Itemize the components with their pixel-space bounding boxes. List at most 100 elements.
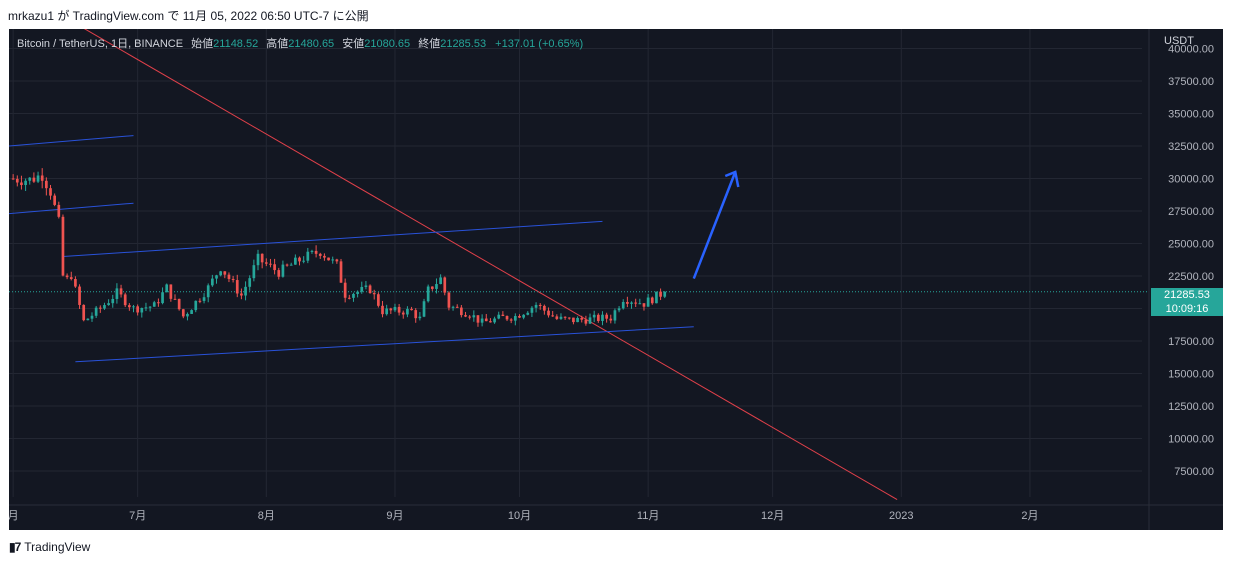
y-tick-label: 22500.00	[1168, 271, 1214, 283]
candle-body	[430, 286, 434, 289]
symbol-name[interactable]: Bitcoin / TetherUS, 1日, BINANCE	[17, 38, 184, 50]
candle-body	[57, 204, 61, 217]
candle-body	[128, 305, 131, 308]
candle-body	[356, 291, 359, 294]
candle-body	[650, 297, 654, 304]
candle-body	[285, 264, 289, 266]
candle-body	[634, 302, 638, 304]
candle-body	[584, 319, 588, 324]
candle-body	[659, 291, 662, 297]
candle-body	[596, 314, 600, 321]
y-tick-label: 32500.00	[1168, 141, 1214, 153]
open-label: 始値	[191, 38, 214, 50]
candle-body	[28, 177, 32, 181]
candle-body	[397, 306, 401, 313]
candle-body	[157, 302, 160, 304]
candle-body	[103, 305, 106, 309]
candle-body	[20, 182, 23, 186]
last-price-label: 21285.53	[1151, 288, 1223, 302]
candle-body	[347, 297, 351, 299]
candle-body	[460, 307, 463, 316]
y-tick-label: 37500.00	[1168, 76, 1214, 88]
grid-layer	[9, 29, 1142, 497]
low-value: 21080.65	[364, 38, 411, 50]
candle-body	[509, 319, 513, 321]
candle-body	[123, 294, 127, 306]
candle-body	[281, 264, 285, 277]
candle-body	[352, 293, 355, 298]
candle-body	[24, 180, 27, 186]
candle-body	[169, 284, 173, 299]
x-tick-label: 2月	[1021, 510, 1038, 522]
candle-body	[447, 292, 451, 308]
y-tick-label: 15000.00	[1168, 369, 1214, 381]
arrow-shaft	[692, 171, 737, 280]
y-tick-label: 25000.00	[1168, 239, 1214, 251]
channel-line	[9, 202, 134, 215]
candle-body	[98, 307, 102, 309]
candle-body	[497, 314, 501, 319]
y-tick-label: 10000.00	[1168, 434, 1214, 446]
candle-body	[518, 316, 521, 318]
candle-body	[152, 302, 156, 307]
candle-body	[617, 308, 621, 311]
candle-body	[177, 298, 181, 310]
footer-brand[interactable]: ▮7 TradingView	[9, 540, 90, 554]
candle-body	[11, 178, 15, 180]
candle-body	[136, 306, 140, 313]
candle-body	[86, 318, 90, 321]
currency-label[interactable]: USDT	[1164, 35, 1194, 47]
high-value: 21480.65	[288, 38, 335, 50]
chart-area[interactable]: 40000.00 37500.00 35000.00 32500.00 30000.00…	[9, 29, 1223, 530]
y-tick-label: 30000.00	[1168, 174, 1214, 186]
candle-body	[69, 277, 73, 280]
candle-body	[231, 278, 235, 281]
candle-body	[314, 250, 318, 254]
candle-body	[111, 298, 115, 304]
open-value: 21148.52	[213, 38, 259, 50]
candle-body	[551, 315, 555, 317]
candle-body	[323, 255, 326, 258]
publish-caption: mrkazu1 が TradingView.com で 11月 05, 2022…	[8, 9, 369, 23]
candle-body	[368, 285, 372, 294]
candle-body	[638, 303, 642, 305]
candle-body	[439, 277, 442, 285]
candle-body	[410, 308, 413, 311]
y-tick-label: 35000.00	[1168, 109, 1214, 121]
candle-body	[119, 288, 123, 295]
candle-body	[161, 292, 164, 304]
candle-body	[298, 257, 301, 262]
candle-body	[455, 306, 459, 308]
candle-body	[538, 304, 542, 306]
candle-body	[36, 175, 40, 182]
candle-body	[45, 180, 48, 189]
candle-body	[335, 259, 339, 262]
candle-body	[49, 188, 52, 196]
countdown-label: 10:09:16	[1151, 302, 1223, 316]
candle-body	[476, 315, 480, 323]
candle-body	[260, 253, 264, 263]
candle-body	[555, 316, 559, 319]
candle-body	[543, 305, 546, 311]
candle-body	[94, 307, 98, 316]
candle-body	[107, 303, 110, 306]
change-value: +137.01 (+0.65%)	[495, 38, 584, 50]
candle-body	[588, 317, 592, 324]
candle-body	[406, 308, 409, 315]
x-tick-label: 8月	[258, 510, 275, 522]
candle-body	[377, 294, 380, 306]
price-chart[interactable]: 40000.00 37500.00 35000.00 32500.00 30000.00…	[9, 29, 1223, 530]
candle-body	[530, 307, 534, 313]
candle-body	[526, 312, 530, 315]
candle-body	[327, 257, 330, 261]
x-tick-label: 12月	[761, 510, 784, 522]
candle-body	[202, 297, 206, 301]
candle-body	[306, 251, 310, 261]
candle-body	[626, 301, 629, 304]
y-tick-label: 7500.00	[1174, 466, 1214, 478]
candle-body	[372, 293, 376, 295]
candle-body	[90, 315, 94, 319]
resistance-trendline	[83, 29, 898, 501]
candle-layer	[11, 168, 667, 327]
channel-line	[9, 135, 134, 147]
